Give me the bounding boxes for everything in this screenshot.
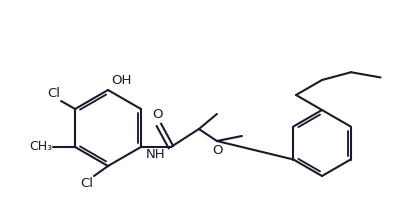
Text: NH: NH: [146, 148, 166, 161]
Text: O: O: [153, 108, 163, 121]
Text: Cl: Cl: [80, 177, 93, 190]
Text: OH: OH: [111, 74, 131, 87]
Text: Cl: Cl: [47, 87, 60, 100]
Text: O: O: [213, 144, 223, 157]
Text: CH₃: CH₃: [29, 141, 52, 154]
